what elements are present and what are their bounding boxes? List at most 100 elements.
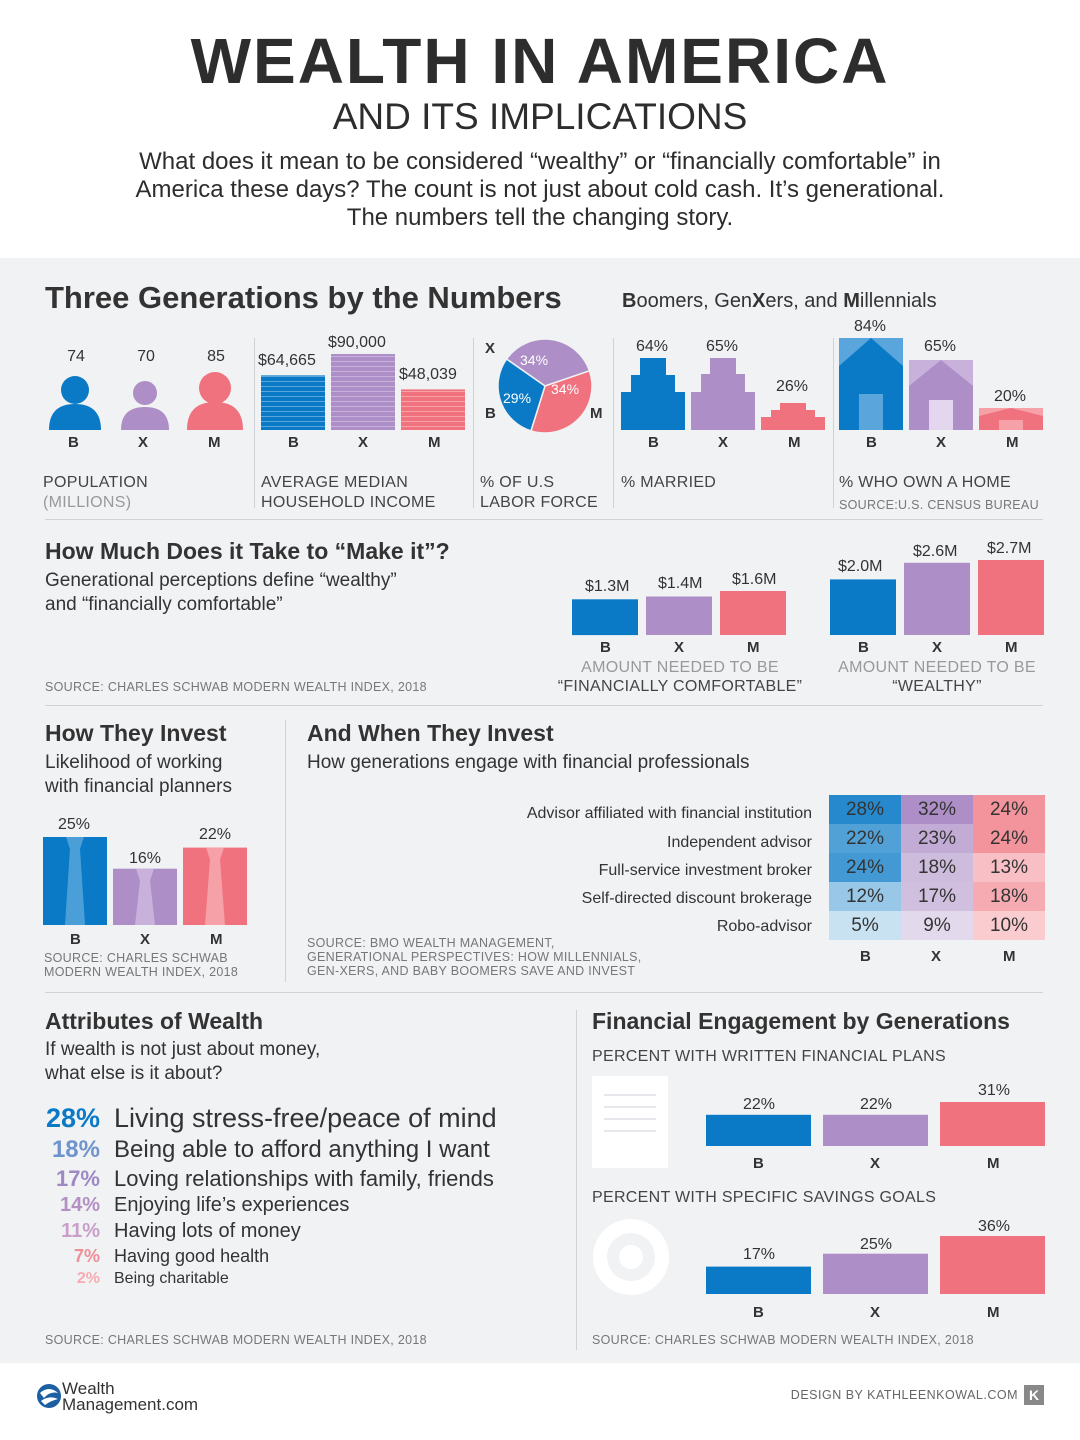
tie-icons [65, 837, 225, 925]
chart-caption: % MARRIED [621, 474, 717, 491]
gen-label: M [788, 434, 801, 451]
plans-bars [706, 1102, 1045, 1146]
heatmap-cell: 17% [901, 882, 973, 911]
data-label: $90,000 [328, 334, 386, 351]
plans-chart: 22% 22% 31% B X M [700, 1076, 1050, 1186]
gen-label: M [1005, 639, 1018, 656]
data-label: 34% [551, 381, 580, 397]
data-label: 70 [137, 348, 155, 365]
heatmap-cell: 5% [829, 911, 901, 940]
sub-line: what else is it about? [45, 1063, 223, 1084]
bar [940, 1236, 1045, 1294]
data-label: 84% [854, 318, 887, 335]
data-label: 16% [129, 850, 162, 867]
section4-sub: How generations engage with financial pr… [307, 752, 750, 773]
design-credit: DESIGN BY KATHLEENKOWAL.COM [790, 1388, 1018, 1402]
source-line: GEN-XERS, AND BABY BOOMERS SAVE AND INVE… [307, 964, 636, 978]
chart-caption: AVERAGE MEDIAN [261, 474, 409, 491]
source-note: SOURCE: BMO WEALTH MANAGEMENT, GENERATIO… [307, 936, 642, 978]
source-line: SOURCE: CHARLES SCHWAB [44, 951, 228, 965]
bar [940, 1102, 1045, 1146]
heatmap-cell: 18% [901, 853, 973, 882]
data-label: 74 [67, 348, 85, 365]
source-note: SOURCE: CHARLES SCHWAB MODERN WEALTH IND… [592, 1333, 974, 1347]
gen-label: X [485, 340, 496, 357]
divider [45, 705, 1043, 706]
gen-label: X [140, 931, 151, 948]
gen-label: M [590, 405, 603, 422]
gen-label: X [138, 434, 149, 451]
chart-caption: HOUSEHOLD INCOME [261, 494, 436, 511]
heatmap-cell: 18% [973, 882, 1045, 911]
attributes-list: 28% Living stress-free/peace of mind 18% Be… [40, 1103, 570, 1303]
heatmap-row-label: Advisor affiliated with financial instit… [526, 805, 812, 822]
divider [613, 338, 614, 508]
tie-icon [205, 847, 225, 925]
house-icon [979, 408, 1043, 430]
sub-line: Generational perceptions define “wealthy… [45, 570, 397, 591]
page-title: WEALTH IN AMERICA [190, 25, 890, 97]
chart-caption: PERCENT WITH WRITTEN FINANCIAL PLANS [592, 1048, 946, 1065]
bar [706, 1266, 811, 1294]
bar [904, 562, 970, 635]
data-label: $64,665 [258, 352, 316, 369]
bar [646, 596, 712, 635]
data-label: $1.4M [658, 575, 703, 592]
section5-sub: If wealth is not just about money, what … [45, 1038, 320, 1086]
sub-line: and “financially comfortable” [45, 594, 283, 615]
data-label: 31% [978, 1082, 1011, 1099]
income-bars [261, 354, 465, 430]
source-line: SOURCE: BMO WEALTH MANAGEMENT, [307, 936, 555, 950]
chart-caption: % WHO OWN A HOME [839, 474, 1011, 491]
data-label: 36% [978, 1218, 1011, 1235]
section6-title: Financial Engagement by Generations [592, 1008, 1010, 1034]
section1-tagline: Boomers, GenXers, and Millennials [622, 290, 937, 313]
gen-label: M [428, 434, 441, 451]
chart-caption: POPULATION [43, 474, 148, 491]
footer: Wealth Management.com DESIGN BY KATHLEEN… [0, 1363, 1080, 1440]
data-label: 65% [924, 338, 957, 355]
attribute-percent: 7% [73, 1246, 100, 1266]
gen-label: B [866, 434, 877, 451]
gen-label: B [858, 639, 869, 656]
divider [45, 992, 1043, 993]
bar [401, 389, 465, 430]
data-label: 29% [503, 390, 532, 406]
cake-icon [691, 358, 755, 430]
intro-text: What does it mean to be considered “weal… [80, 148, 1000, 232]
gen-label: X [936, 434, 947, 451]
gen-label: B [860, 948, 871, 965]
document-icon [592, 1076, 668, 1168]
data-label: 22% [860, 1096, 893, 1113]
tag-text: illennials [859, 290, 937, 312]
gen-label: X [931, 948, 942, 965]
intro-line: What does it mean to be considered “weal… [139, 148, 941, 175]
heatmap-cell: 28% [829, 795, 901, 824]
gen-label: M [747, 639, 760, 656]
data-label: $1.6M [732, 571, 777, 588]
tag-letter: B [622, 290, 637, 312]
section4-title: And When They Invest [307, 720, 554, 746]
pie-slice [530, 369, 593, 434]
heatmap-cell: 10% [973, 911, 1045, 940]
attribute-percent: 14% [59, 1194, 100, 1216]
data-label: 34% [520, 352, 549, 368]
attribute-percent: 17% [55, 1166, 100, 1191]
source-note: SOURCE: CHARLES SCHWAB MODERN WEALTH IND… [45, 1333, 427, 1347]
gen-label: B [70, 931, 81, 948]
goals-bars [706, 1236, 1045, 1294]
chart-caption: PERCENT WITH SPECIFIC SAVINGS GOALS [592, 1189, 937, 1206]
bar [978, 560, 1044, 635]
gen-label: B [600, 639, 611, 656]
section1-title: Three Generations by the Numbers [45, 280, 562, 315]
gen-label: B [485, 405, 496, 422]
header: WEALTH IN AMERICA AND ITS IMPLICATIONS W… [0, 0, 1080, 258]
heatmap-cell: 12% [829, 882, 901, 911]
chart-caption: % OF U.S [480, 474, 555, 491]
bar [331, 354, 395, 430]
tag-text: oomers, Gen [636, 290, 753, 312]
globe-logo-icon [37, 1384, 61, 1408]
tie-icon [135, 868, 155, 925]
gen-label: B [753, 1304, 764, 1321]
gen-label: M [1006, 434, 1019, 451]
